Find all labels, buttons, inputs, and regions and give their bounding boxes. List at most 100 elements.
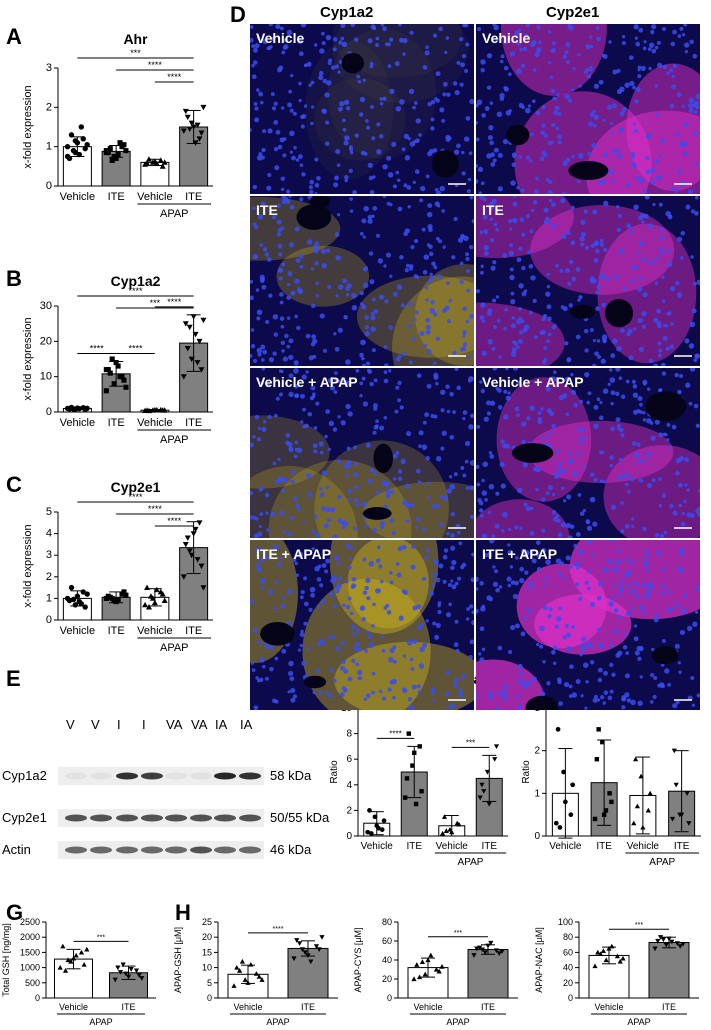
data-point <box>153 160 160 166</box>
data-point <box>68 958 74 964</box>
data-point <box>84 946 90 952</box>
data-point <box>107 146 113 152</box>
blot-strip <box>58 841 264 859</box>
data-point <box>196 520 203 526</box>
data-point <box>121 377 127 383</box>
data-point <box>182 542 189 548</box>
x-tick-label: ITE <box>406 841 422 852</box>
y-axis-label: Ratio <box>521 760 532 784</box>
data-point <box>376 825 381 831</box>
y-axis-label: Ratio <box>329 760 340 784</box>
data-point <box>671 748 677 754</box>
lane-label: VA <box>166 717 183 732</box>
data-point <box>666 936 672 942</box>
data-point <box>631 820 637 826</box>
data-point <box>563 799 568 805</box>
data-point <box>411 976 417 982</box>
data-point <box>184 114 191 121</box>
data-point <box>609 799 614 805</box>
micrograph-cyp2e1-2: Vehicle + APAP <box>476 368 700 538</box>
data-point <box>68 132 75 138</box>
y-tick-label: 500 <box>25 978 40 988</box>
data-point <box>188 120 195 127</box>
data-point <box>456 821 462 827</box>
data-point <box>117 140 123 146</box>
data-point <box>482 950 488 955</box>
x-tick-label: ITE <box>185 191 202 203</box>
data-point <box>123 148 129 154</box>
data-point <box>680 941 686 947</box>
band <box>65 814 87 822</box>
band <box>190 846 212 854</box>
micrograph-cyp2e1-0: Vehicle <box>476 24 700 194</box>
data-point <box>74 593 81 599</box>
data-point <box>196 338 203 345</box>
band <box>141 846 163 854</box>
lane-label: V <box>91 717 100 732</box>
micrograph-texture <box>250 368 474 538</box>
data-point <box>404 776 410 781</box>
y-tick-label: 0 <box>46 406 52 418</box>
data-point <box>256 974 262 979</box>
data-point <box>190 531 197 537</box>
data-point <box>180 574 187 580</box>
data-point <box>123 971 129 977</box>
significance-bracket: *** <box>451 738 490 748</box>
data-point <box>471 953 477 958</box>
micrograph-label: ITE <box>482 202 504 218</box>
chart-cyp1a2-expression: Cyp1a2 0 10 20 30 x-fold expression Vehicle ITE… <box>22 273 213 446</box>
y-tick-label: 30 <box>40 300 52 312</box>
lane-label: V <box>66 717 75 732</box>
bar-1 <box>467 949 509 999</box>
data-point <box>64 153 71 160</box>
data-point <box>84 591 90 597</box>
group-label: APAP <box>160 642 189 654</box>
size-label: 50/55 kDa <box>270 810 330 825</box>
significance-bracket: *** <box>73 934 129 942</box>
data-point <box>367 808 372 813</box>
micrograph-cyp1a2-2: Vehicle + APAP <box>250 368 474 538</box>
micrograph-texture <box>476 368 700 538</box>
data-point <box>161 597 168 603</box>
data-point <box>115 596 121 603</box>
data-point <box>57 965 63 970</box>
data-point <box>186 126 193 132</box>
data-point <box>677 944 683 949</box>
data-point <box>485 943 491 949</box>
data-point <box>70 406 77 412</box>
micro-col-header-cyp2e1: Cyp2e1 <box>546 4 600 21</box>
data-point <box>481 789 487 794</box>
blot-strip <box>58 809 264 827</box>
y-tick-label: 2 <box>46 101 52 113</box>
y-tick-label: 0 <box>46 180 52 192</box>
bar-0 <box>62 146 92 187</box>
data-point <box>419 959 425 964</box>
data-point <box>368 831 374 836</box>
data-point <box>486 801 492 807</box>
data-point <box>194 122 201 129</box>
data-point <box>617 958 623 964</box>
micro-col-header-cyp1a2: Cyp1a2 <box>320 4 374 21</box>
band <box>214 772 236 780</box>
data-point <box>259 977 265 982</box>
data-point <box>477 945 483 951</box>
chart-title: Ahr <box>123 31 148 47</box>
micrograph-texture <box>476 24 700 194</box>
data-point <box>103 150 109 156</box>
data-point <box>139 976 145 981</box>
y-tick-label: 20 <box>40 335 52 347</box>
data-point <box>157 157 164 163</box>
micrograph-texture <box>250 196 474 366</box>
data-point <box>417 744 422 749</box>
data-point <box>109 157 115 163</box>
data-point <box>555 726 561 732</box>
data-point <box>439 964 445 969</box>
significance-bracket: *** <box>609 922 669 930</box>
significance-bracket: **** <box>116 504 194 515</box>
y-axis-label: APAP-GSH [μM] <box>173 927 183 993</box>
data-point <box>492 757 498 762</box>
data-point <box>147 593 154 599</box>
data-point <box>190 314 197 320</box>
data-point <box>553 820 559 826</box>
group-label: APAP <box>160 434 189 446</box>
